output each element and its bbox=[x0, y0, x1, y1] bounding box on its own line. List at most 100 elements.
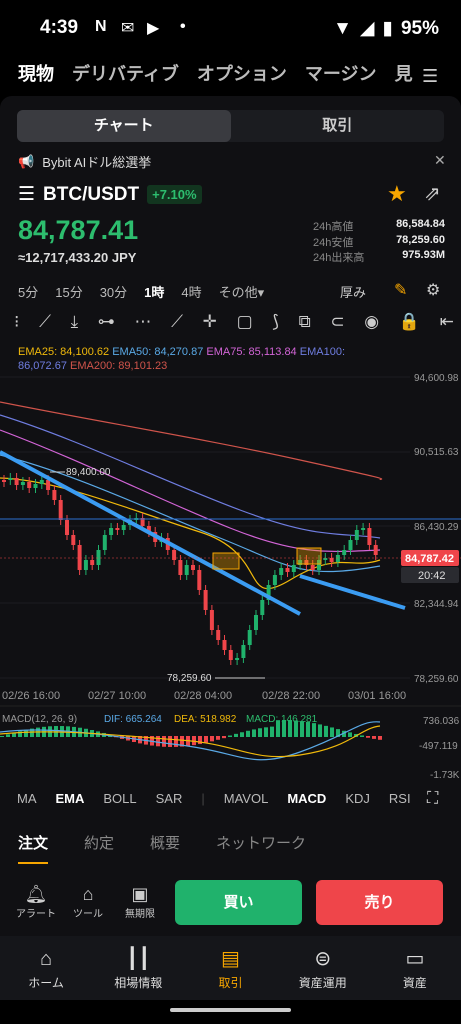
exit-icon[interactable]: ⇤ bbox=[439, 312, 454, 331]
sell-button[interactable]: 売り bbox=[316, 880, 443, 925]
candle-body-22 bbox=[140, 518, 145, 526]
horizontal-line-icon[interactable]: ⊶ bbox=[97, 312, 115, 331]
copy-icon[interactable]: ⧉ bbox=[298, 312, 311, 331]
nav-markets[interactable]: ┃┃ 相場情報 bbox=[92, 936, 184, 1000]
alert-button[interactable]: 🔔︎ アラート bbox=[14, 884, 58, 920]
nav-assets[interactable]: ▭ 資産 bbox=[369, 936, 461, 1000]
bottom-nav: ⌂ ホーム ┃┃ 相場情報 ▤ 取引 ⊜ 資産運用 ▭ 資産 bbox=[0, 936, 461, 1000]
macd-bar-54 bbox=[324, 725, 328, 737]
interval-1h[interactable]: 1時 bbox=[144, 285, 165, 300]
trend-line-icon[interactable]: ⟋ bbox=[39, 312, 51, 331]
yen-icon: ⊜ bbox=[314, 948, 332, 970]
tab-overview[interactable]: 概要 bbox=[150, 835, 181, 852]
macd-dif: DIF: 665.264 bbox=[104, 714, 162, 725]
parallel-channel-icon[interactable]: ⟋ bbox=[171, 312, 184, 331]
settings-icon[interactable]: ⚙ bbox=[426, 282, 441, 299]
macd-bar-52 bbox=[312, 723, 316, 737]
lock-icon[interactable]: 🔒 bbox=[398, 312, 420, 331]
indicator-kdj[interactable]: KDJ bbox=[345, 791, 370, 806]
macd-bar-61 bbox=[366, 736, 370, 738]
interval-4h[interactable]: 4時 bbox=[181, 285, 202, 300]
indicator-rsi[interactable]: RSI bbox=[388, 791, 411, 806]
current-price-tag bbox=[401, 550, 459, 566]
macd-bar-33 bbox=[198, 736, 202, 745]
perpetual-button[interactable]: ▣ 無期限 bbox=[118, 884, 162, 920]
candle-body-35 bbox=[222, 640, 227, 650]
candle-body-58 bbox=[367, 528, 372, 545]
indicator-sar[interactable]: SAR bbox=[155, 791, 183, 806]
candle-body-1 bbox=[8, 478, 13, 480]
candle-body-51 bbox=[323, 558, 328, 560]
mail-icon: ✉ bbox=[121, 20, 135, 37]
candle-body-50 bbox=[317, 560, 321, 570]
stat-high: 24h高値 86,584.84 bbox=[313, 218, 445, 233]
cursor-tool-icon[interactable]: ⁝ bbox=[14, 312, 20, 331]
macd-bar-43 bbox=[258, 728, 262, 737]
tool-button[interactable]: ⌂ ツール bbox=[66, 884, 110, 920]
home-indicator bbox=[170, 1008, 291, 1012]
segment-trade[interactable]: 取引 bbox=[322, 117, 353, 134]
indicator-macd[interactable]: MACD bbox=[287, 791, 327, 806]
lower-tabs: 注文 約定 概要 ネットワーク bbox=[18, 832, 342, 853]
crosshair-icon[interactable]: ✛ bbox=[202, 312, 217, 331]
indicator-mavol[interactable]: MAVOL bbox=[223, 791, 269, 806]
announcement[interactable]: 📢 Bybit AIドル総選挙 bbox=[18, 152, 151, 171]
fullscreen-icon[interactable]: ⛶ bbox=[427, 790, 439, 807]
interval-15m[interactable]: 15分 bbox=[55, 285, 83, 300]
y-tick-4: 78,259.60 bbox=[414, 674, 459, 685]
interval-30m[interactable]: 30分 bbox=[99, 285, 128, 300]
macd-bar-41 bbox=[246, 730, 250, 737]
drawn-trend-line-2[interactable] bbox=[299, 574, 406, 610]
path-icon[interactable]: ⟆ bbox=[272, 312, 279, 331]
buy-button[interactable]: 買い bbox=[175, 880, 302, 925]
ray-icon[interactable]: ⤓ bbox=[70, 312, 79, 331]
depth-button[interactable]: 厚み bbox=[340, 285, 367, 300]
star-icon[interactable]: ★ bbox=[387, 181, 407, 206]
ema200-label: EMA200: 89,101.23 bbox=[70, 360, 168, 372]
macd-bar-38 bbox=[228, 735, 232, 737]
macd-tick-2: -1.73K bbox=[430, 770, 460, 781]
price-range-icon[interactable]: ⋯ bbox=[134, 312, 152, 331]
candle-body-38 bbox=[241, 645, 246, 658]
share-icon[interactable]: ⇗ bbox=[424, 183, 441, 205]
indicator-boll[interactable]: BOLL bbox=[103, 791, 137, 806]
tab-spot[interactable]: 現物 bbox=[18, 64, 54, 84]
candle-body-53 bbox=[335, 555, 340, 562]
tool-icon: ⌂ bbox=[82, 884, 94, 904]
segment-chart[interactable]: チャート bbox=[17, 110, 231, 142]
pair-header[interactable]: ☰ BTC/USDT +7.10% bbox=[18, 183, 202, 206]
indicator-ma[interactable]: MA bbox=[17, 791, 37, 806]
tab-network[interactable]: ネットワーク bbox=[216, 835, 307, 852]
rectangle-icon[interactable]: ▢ bbox=[236, 312, 253, 331]
nav-home[interactable]: ⌂ ホーム bbox=[0, 936, 92, 1000]
pencil-icon[interactable]: ✎ bbox=[394, 282, 408, 299]
nav-trade[interactable]: ▤ 取引 bbox=[184, 936, 276, 1000]
price-chart[interactable]: 89,400.00 78,259.60 84,787.42 20:42 94,6… bbox=[0, 360, 461, 810]
macd-bar-44 bbox=[264, 727, 268, 737]
tab-orders[interactable]: 注文 bbox=[18, 835, 49, 852]
interval-more[interactable]: その他▾ bbox=[218, 285, 265, 300]
nav-earn[interactable]: ⊜ 資産運用 bbox=[277, 936, 369, 1000]
top-nav: 現物 デリバティブ オプション マージン 見 bbox=[0, 60, 461, 96]
box-drawing[interactable] bbox=[212, 552, 240, 570]
macd-bar-49 bbox=[294, 720, 298, 737]
tab-derivatives[interactable]: デリバティブ bbox=[72, 64, 179, 84]
indicator-ema[interactable]: EMA bbox=[55, 791, 85, 806]
bell-icon: 🔔︎ bbox=[24, 884, 48, 904]
tab-executions[interactable]: 約定 bbox=[84, 835, 115, 852]
close-icon[interactable]: ✕ bbox=[434, 152, 446, 168]
eye-icon[interactable]: ◉ bbox=[364, 312, 380, 331]
drawn-trend-line[interactable] bbox=[0, 450, 301, 616]
candle-body-56 bbox=[354, 530, 359, 540]
tab-more[interactable]: 見 bbox=[394, 64, 413, 84]
candle-body-16 bbox=[102, 535, 107, 550]
tab-margin[interactable]: マージン bbox=[304, 64, 377, 84]
chart-grid bbox=[0, 376, 410, 679]
candle-body-13 bbox=[83, 560, 88, 570]
tab-options[interactable]: オプション bbox=[196, 64, 287, 84]
ema-line-4 bbox=[0, 477, 381, 590]
magnet-icon[interactable]: ⊂ bbox=[330, 312, 345, 331]
filter-icon[interactable]: ☰ bbox=[422, 66, 439, 86]
interval-5m[interactable]: 5分 bbox=[18, 285, 39, 300]
box-drawing-2[interactable] bbox=[296, 547, 322, 565]
